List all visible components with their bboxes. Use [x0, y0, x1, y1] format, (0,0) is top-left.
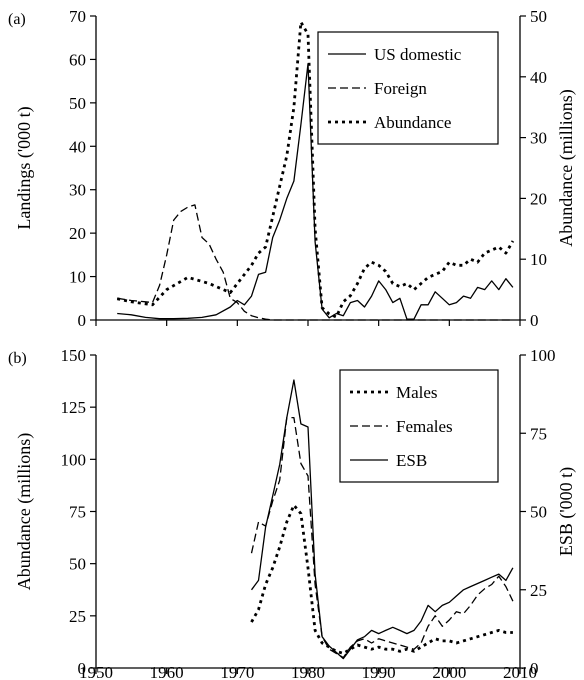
left-tick-label: 100 — [61, 450, 87, 469]
right-tick-label: 40 — [530, 68, 547, 87]
left-tick-label: 10 — [69, 268, 86, 287]
left-tick-label: 30 — [69, 181, 86, 200]
series-line-foreign — [117, 204, 513, 321]
series-line-males — [250, 503, 513, 655]
left-tick-label: 60 — [69, 50, 86, 69]
right-axis-label: ESB ('000 t) — [556, 467, 577, 556]
right-axis-label: Abundance (millions) — [556, 89, 577, 246]
left-tick-label: 40 — [69, 137, 86, 156]
right-tick-label: 10 — [530, 250, 547, 269]
legend: US domestic Foreign Abundance — [317, 31, 499, 145]
legend-label: Foreign — [374, 79, 427, 98]
series-line-us-domestic — [117, 63, 514, 320]
legend-label: Males — [396, 383, 438, 402]
right-tick-label: 75 — [530, 424, 547, 443]
right-tick-label: 100 — [530, 346, 556, 365]
left-tick-label: 20 — [69, 224, 86, 243]
x-tick-label: 2010 — [503, 663, 537, 680]
left-tick-label: 75 — [69, 503, 86, 522]
left-axis-label: Abundance (millions) — [14, 433, 35, 590]
right-tick-label: 20 — [530, 189, 547, 208]
x-tick-label: 1950 — [79, 663, 113, 680]
left-tick-label: 70 — [69, 7, 86, 26]
series-line-females — [250, 416, 514, 659]
panel-b: 0 25 50 75 100 125 150 0 25 50 75 100 1950 1960 1970 19… — [8, 346, 577, 680]
left-tick-label: 125 — [61, 398, 87, 417]
series-line-esb — [250, 379, 514, 660]
left-tick-label: 25 — [69, 607, 86, 626]
left-tick-label: 0 — [78, 311, 87, 330]
left-tick-label: 150 — [61, 346, 87, 365]
legend-label: US domestic — [374, 45, 462, 64]
series-line-abundance — [116, 20, 515, 319]
right-tick-label: 30 — [530, 129, 547, 148]
panel-label: (b) — [8, 350, 27, 367]
x-tick-label: 1960 — [150, 663, 184, 680]
left-axis-label: Landings ('000 t) — [14, 106, 35, 229]
legend-label: Females — [396, 417, 453, 436]
left-tick-label: 50 — [69, 555, 86, 574]
right-tick-label: 0 — [530, 311, 539, 330]
right-tick-label: 25 — [530, 581, 547, 600]
x-tick-label: 1980 — [291, 663, 325, 680]
legend-label: ESB — [396, 451, 427, 470]
left-tick-label: 50 — [69, 94, 86, 113]
x-tick-label: 1990 — [362, 663, 396, 680]
panel-label: (a) — [8, 11, 26, 28]
legend-label: Abundance — [374, 113, 451, 132]
x-tick-label: 1970 — [220, 663, 254, 680]
left-tick-label: 0 — [78, 659, 87, 678]
right-tick-label: 0 — [530, 659, 539, 678]
right-tick-label: 50 — [530, 7, 547, 26]
panel-a: 0 10 20 30 40 50 60 70 0 10 20 30 40 50 Landings ('000… — [8, 7, 577, 330]
x-tick-label: 2000 — [432, 663, 466, 680]
right-tick-label: 50 — [530, 503, 547, 522]
legend: Males Females ESB — [339, 369, 499, 483]
